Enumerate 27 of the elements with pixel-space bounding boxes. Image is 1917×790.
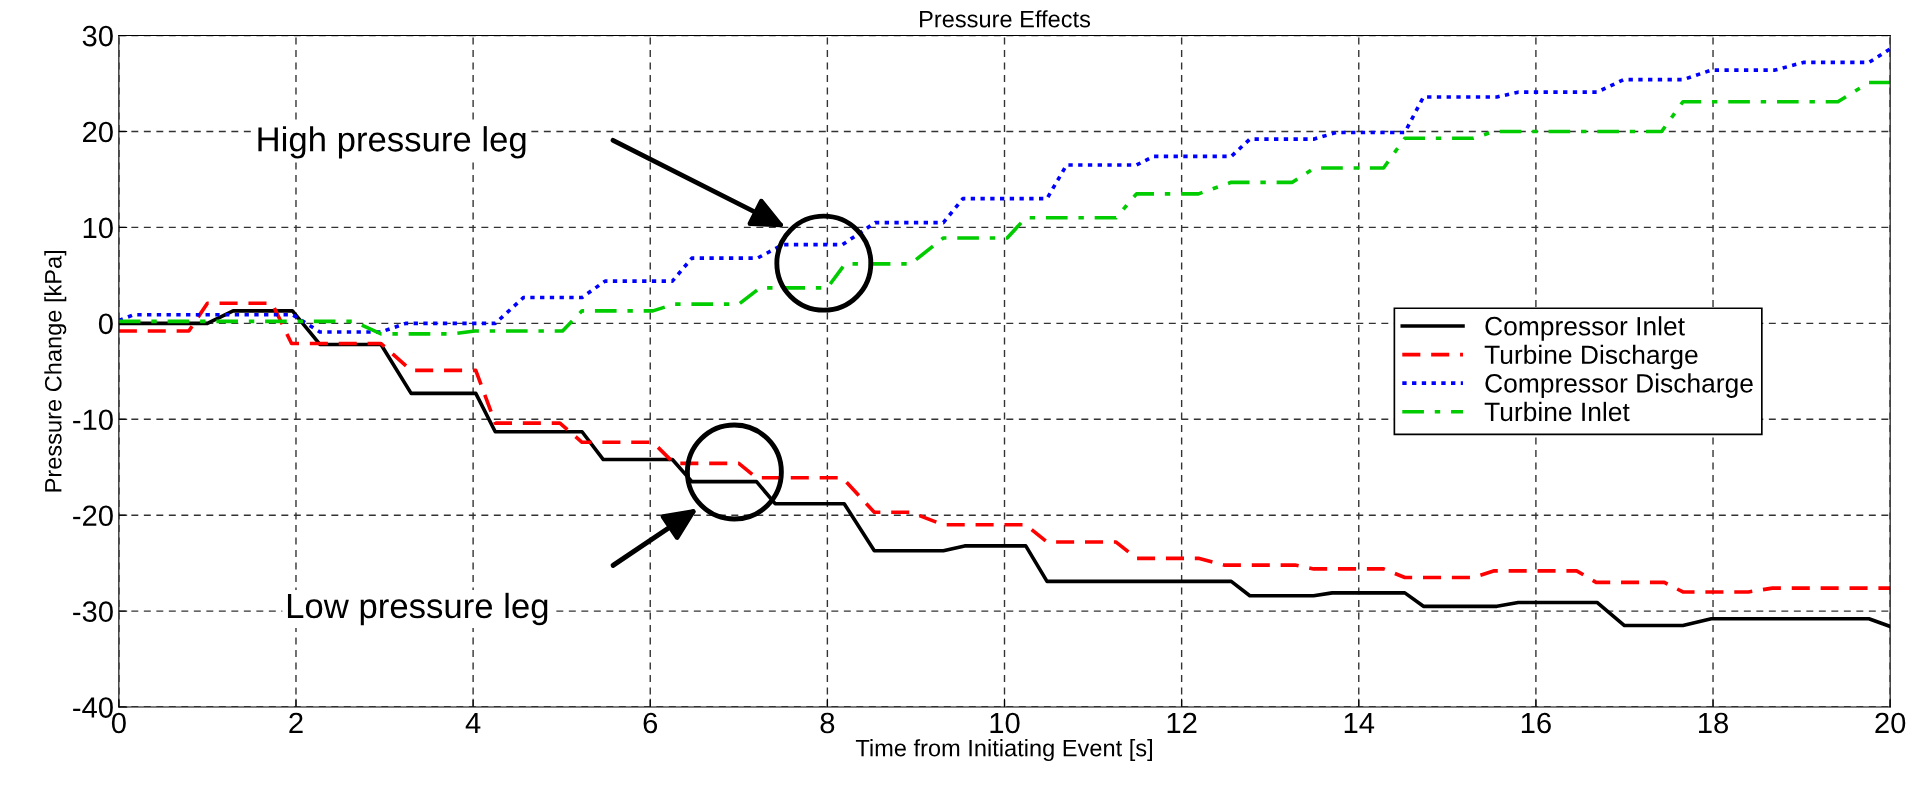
x-tick-label: 18 [1699, 712, 1728, 734]
x-tick-label: 2 [289, 712, 303, 734]
x-tick-label: 12 [1167, 712, 1197, 734]
y-tick-label: -10 [73, 409, 113, 431]
x-tick-label: 6 [643, 712, 658, 734]
legend-label: Compressor Discharge [1485, 373, 1753, 398]
y-axis-title: Pressure Change [kPa] [44, 250, 67, 492]
legend-label: Turbine Inlet [1484, 401, 1630, 422]
chart-title: Pressure Effects [920, 10, 1091, 28]
x-tick-label: 8 [820, 712, 835, 734]
annotation: High pressure leg [258, 126, 526, 159]
y-tick-label: 30 [82, 25, 113, 47]
y-tick-label: 20 [83, 121, 113, 143]
x-tick-label: 20 [1875, 712, 1906, 734]
annotation: Low pressure leg [287, 592, 548, 626]
x-tick-label: 10 [990, 712, 1020, 734]
y-tick-label: -40 [73, 697, 113, 718]
x-tick-label: 16 [1521, 712, 1551, 734]
y-tick-label: 10 [83, 217, 113, 239]
x-tick-label: 14 [1344, 712, 1375, 734]
legend-label: Turbine Discharge [1484, 344, 1698, 370]
y-tick-label: 0 [98, 313, 113, 335]
x-axis-title: Time from Initiating Event [s] [855, 739, 1152, 762]
y-tick-label: -20 [73, 505, 113, 527]
legend-label: Compressor Inlet [1485, 316, 1685, 341]
y-tick-label: -30 [73, 601, 113, 622]
x-tick-label: 4 [465, 712, 481, 734]
